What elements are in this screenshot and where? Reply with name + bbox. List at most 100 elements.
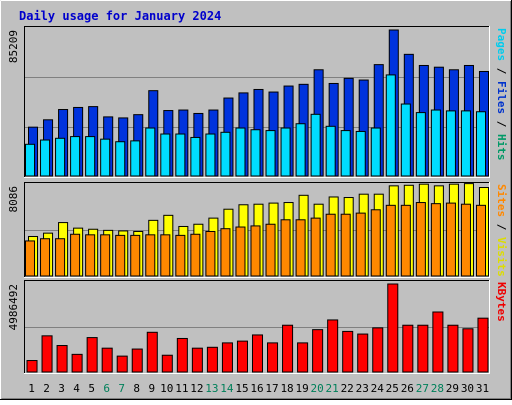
x-tick-label: 31 [476, 382, 489, 395]
bar-sites-day-27 [415, 202, 426, 277]
bar-sites-day-24 [370, 209, 381, 277]
bar-kbytes-day-8 [131, 348, 143, 373]
x-tick-label: 23 [356, 382, 369, 395]
bar-sites-day-5 [85, 234, 96, 277]
x-tick-label: 28 [431, 382, 444, 395]
bar-files-day-15 [235, 127, 246, 177]
bar-sites-day-29 [445, 202, 456, 277]
bar-sites-day-22 [340, 213, 351, 277]
legend-part: / [495, 61, 508, 81]
bar-files-day-31 [475, 111, 487, 177]
x-tick-label: 4 [73, 382, 80, 395]
bar-kbytes-day-5 [86, 337, 98, 373]
x-tick-label: 1 [28, 382, 35, 395]
bar-files-day-22 [340, 130, 351, 177]
bar-kbytes-day-4 [71, 353, 83, 373]
bar-sites-day-16 [250, 225, 261, 277]
legend-part: / [495, 114, 508, 134]
legend-part: Visits [495, 237, 508, 277]
legend-part: Pages [495, 28, 508, 61]
x-tick-label: 11 [175, 382, 188, 395]
bar-sites-day-14 [220, 228, 231, 277]
bar-files-day-14 [220, 131, 231, 177]
x-tick-label: 26 [401, 382, 414, 395]
bar-kbytes-day-12 [191, 347, 203, 373]
bar-files-day-30 [460, 110, 471, 177]
bar-files-day-9 [145, 127, 156, 177]
x-tick-label: 16 [250, 382, 263, 395]
bar-sites-day-12 [190, 233, 201, 277]
x-tick-label: 18 [280, 382, 293, 395]
bar-files-day-3 [55, 137, 66, 177]
bar-sites-day-8 [130, 234, 141, 277]
bar-kbytes-day-10 [161, 354, 173, 373]
bar-kbytes-day-17 [267, 342, 279, 373]
bar-sites-day-18 [280, 219, 291, 277]
bar-files-day-25 [385, 74, 396, 177]
bar-kbytes-day-20 [312, 329, 324, 373]
bar-files-day-6 [100, 138, 111, 177]
bar-sites-day-10 [160, 234, 171, 277]
x-tick-label: 21 [326, 382, 339, 395]
legend-part: Sites [495, 184, 508, 217]
bar-files-day-16 [250, 129, 261, 177]
bar-sites-day-20 [310, 217, 321, 277]
bar-sites-day-19 [295, 219, 306, 277]
bar-sites-day-11 [175, 234, 186, 277]
bar-files-day-13 [205, 133, 216, 177]
bar-files-day-2 [40, 139, 51, 177]
bar-sites-day-21 [325, 213, 336, 277]
chart-title: Daily usage for January 2024 [19, 9, 221, 23]
bar-kbytes-day-7 [116, 355, 128, 373]
bar-files-day-11 [175, 133, 186, 177]
y-max-label: 85209 [7, 30, 20, 63]
bar-kbytes-day-11 [176, 337, 188, 373]
bar-files-day-8 [130, 140, 141, 177]
bar-sites-day-23 [355, 212, 366, 277]
bar-files-day-28 [430, 109, 441, 177]
bar-kbytes-day-29 [447, 324, 459, 373]
bar-files-day-21 [325, 125, 336, 177]
x-tick-label: 20 [311, 382, 324, 395]
bar-kbytes-day-9 [146, 331, 158, 373]
bar-kbytes-day-2 [41, 335, 53, 373]
bar-sites-day-17 [265, 223, 276, 277]
legend-part: / [495, 217, 508, 237]
bar-kbytes-day-28 [432, 311, 444, 373]
bar-files-day-23 [355, 130, 366, 177]
x-tick-label: 24 [371, 382, 385, 395]
bar-kbytes-day-23 [357, 333, 369, 373]
bar-files-day-27 [415, 112, 426, 177]
x-tick-label: 9 [148, 382, 155, 395]
bar-sites-day-2 [40, 238, 51, 277]
bar-sites-day-25 [385, 204, 396, 277]
bar-kbytes-day-31 [477, 317, 489, 373]
bar-files-day-7 [115, 141, 126, 177]
x-tick-label: 22 [341, 382, 354, 395]
bar-sites-day-9 [145, 234, 156, 277]
legend-part: Files [495, 81, 508, 114]
bar-files-day-24 [370, 127, 381, 177]
x-tick-label: 17 [265, 382, 278, 395]
bar-sites-day-1 [25, 240, 36, 277]
bar-kbytes-day-25 [387, 283, 399, 373]
bar-files-day-26 [400, 103, 411, 177]
bar-kbytes-day-3 [56, 345, 68, 373]
x-tick-label: 6 [103, 382, 110, 395]
bar-kbytes-day-24 [372, 327, 384, 373]
bar-kbytes-day-13 [206, 346, 218, 373]
x-tick-label: 27 [416, 382, 429, 395]
bar-kbytes-day-27 [417, 324, 429, 373]
bar-sites-day-6 [100, 234, 111, 277]
bar-files-day-18 [280, 127, 291, 177]
x-tick-label: 3 [58, 382, 65, 395]
legend-label-kbytes: KBytes [495, 282, 508, 322]
x-tick-label: 19 [295, 382, 308, 395]
x-tick-label: 15 [235, 382, 248, 395]
bar-files-day-19 [295, 123, 306, 177]
bar-sites-day-4 [70, 233, 81, 277]
bar-sites-day-31 [475, 204, 487, 277]
bar-sites-day-3 [55, 238, 66, 277]
bar-sites-day-13 [205, 230, 216, 277]
